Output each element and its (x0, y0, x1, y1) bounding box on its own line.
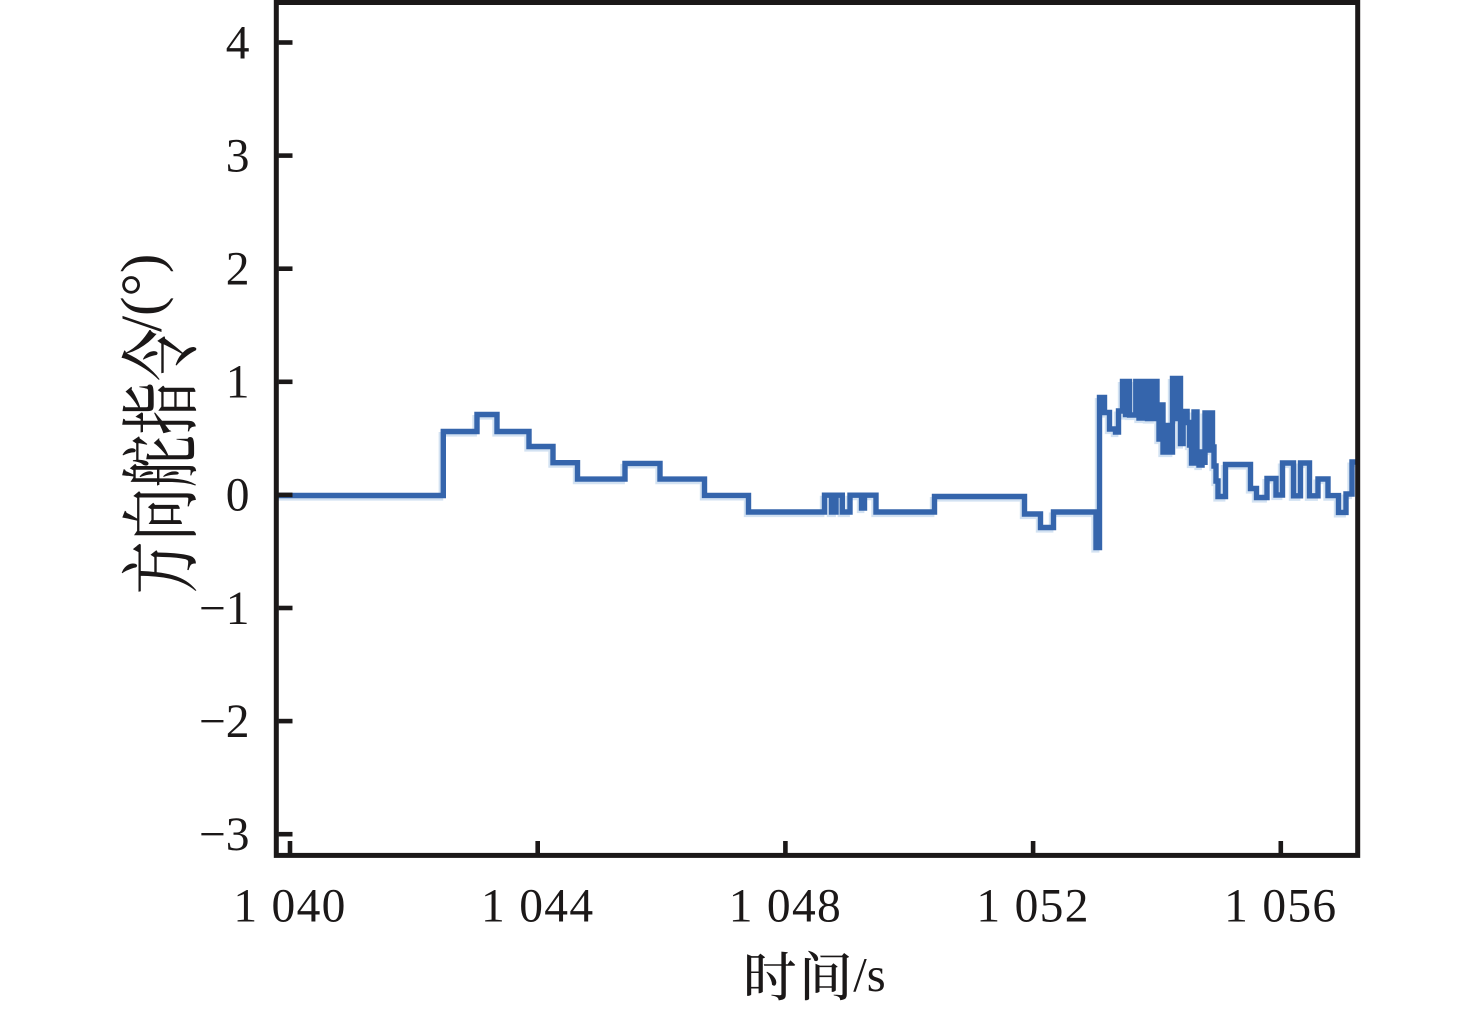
svg-text:0: 0 (226, 470, 250, 522)
svg-text:1 048: 1 048 (729, 881, 842, 933)
svg-text:−3: −3 (199, 809, 250, 861)
svg-text:/(°): /(°) (109, 254, 174, 332)
svg-text:/s: /s (853, 948, 885, 1002)
svg-text:1 040: 1 040 (233, 881, 346, 933)
svg-text:1 044: 1 044 (481, 881, 594, 933)
svg-text:1 056: 1 056 (1224, 881, 1337, 933)
svg-text:−1: −1 (199, 583, 250, 635)
svg-text:1 052: 1 052 (976, 881, 1089, 933)
svg-text:1: 1 (226, 357, 250, 409)
svg-text:3: 3 (226, 130, 250, 182)
svg-text:4: 4 (226, 17, 250, 69)
svg-text:−2: −2 (199, 696, 250, 748)
svg-text:2: 2 (226, 244, 250, 296)
